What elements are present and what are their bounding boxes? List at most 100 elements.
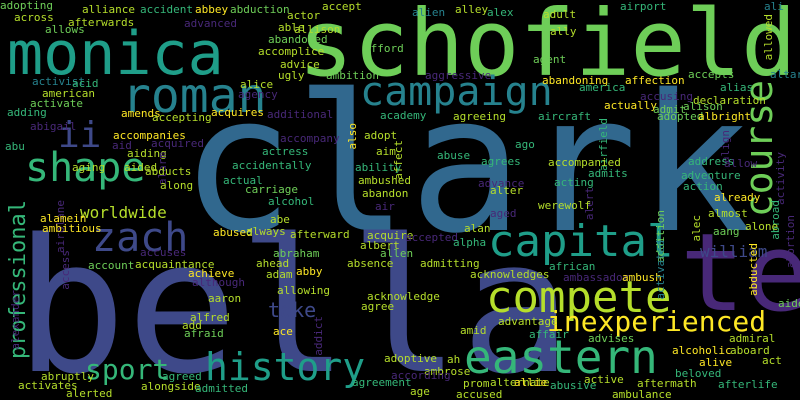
- word-action: action: [683, 180, 723, 193]
- word-african: african: [549, 260, 596, 273]
- word-campaign: campaign: [360, 69, 553, 115]
- word-acting: acting: [554, 176, 594, 189]
- word-already: already: [714, 191, 761, 204]
- word-carriage: carriage: [245, 183, 298, 196]
- word-alive: alive: [699, 356, 733, 369]
- word-acknowledges: acknowledges: [470, 268, 550, 281]
- word-acquire: acquire: [367, 229, 414, 242]
- word-schofield: schofield: [298, 0, 797, 97]
- word-alley: alley: [455, 3, 489, 16]
- word-actress: actress: [262, 145, 309, 158]
- word-agreement: agreement: [352, 376, 412, 389]
- word-allison: allison: [294, 23, 341, 36]
- word-agent: agent: [533, 53, 567, 66]
- word-allen: allen: [380, 247, 414, 260]
- word-abandoning: abandoning: [542, 74, 609, 87]
- word-abandon: abandon: [362, 187, 409, 200]
- word-albright: albright: [698, 110, 751, 123]
- word-activist: activist: [32, 75, 85, 88]
- word-alongside: alongside: [141, 380, 201, 393]
- word-ah: ah: [447, 353, 461, 366]
- word-aftermath: aftermath: [637, 377, 697, 390]
- word-always: always: [246, 225, 286, 238]
- word-also: also: [346, 123, 359, 150]
- word-altar: altar: [770, 68, 800, 81]
- word-advantage: advantage: [498, 315, 558, 328]
- word-according: according: [391, 369, 451, 382]
- word-adopted: adopted: [657, 110, 704, 123]
- word-accept: accept: [322, 0, 362, 13]
- word-monica: monica: [7, 19, 224, 89]
- word-ambassador: ambassador: [563, 271, 630, 284]
- word-academy: academy: [380, 109, 427, 122]
- word-adam: adam: [266, 268, 293, 281]
- word-accused: accused: [456, 388, 503, 400]
- word-abruptly: abruptly: [41, 370, 94, 383]
- word-ugly: ugly: [278, 69, 305, 82]
- word-achieve: achieve: [188, 267, 235, 280]
- word-aiding: aiding: [127, 147, 167, 160]
- word-aid: aid: [112, 139, 132, 152]
- word-william: william: [700, 242, 768, 261]
- word-abduction: abduction: [230, 3, 290, 16]
- word-afterward: afterward: [290, 228, 350, 241]
- word-activated: activated: [654, 240, 667, 300]
- word-adding: adding: [7, 106, 47, 119]
- word-across: across: [14, 11, 54, 24]
- word-ambush: ambush: [622, 271, 662, 284]
- word-acquired: acquired: [151, 137, 204, 150]
- word-afraid: afraid: [184, 327, 224, 340]
- word-aircraft: aircraft: [538, 110, 591, 123]
- word-abuse: abuse: [437, 149, 471, 162]
- word-absence: absence: [347, 257, 394, 270]
- word-bella: bella: [15, 199, 572, 400]
- word-acid: acid: [72, 77, 99, 90]
- word-alter: alter: [490, 184, 524, 197]
- word-agree: agree: [361, 300, 395, 313]
- word-declaration: declaration: [693, 94, 766, 107]
- word-addict: addict: [312, 316, 325, 356]
- word-actual: actual: [223, 174, 263, 187]
- word-allie: allie: [514, 376, 548, 389]
- word-air: air: [375, 200, 395, 213]
- word-alfred: alfred: [190, 311, 230, 324]
- word-aaron: aaron: [208, 292, 242, 305]
- word-beloved: beloved: [675, 367, 722, 380]
- word-aged: aged: [490, 207, 517, 220]
- word-american: american: [42, 87, 95, 100]
- word-accuses: accuses: [140, 246, 187, 259]
- word-ambition: ambition: [326, 69, 379, 82]
- word-advises: advises: [588, 332, 635, 345]
- word-advance: advance: [478, 177, 525, 190]
- word-abigail: abigail: [30, 120, 77, 133]
- word-roman: roman: [122, 68, 267, 124]
- word-allowed: allowed: [762, 14, 775, 61]
- word-alone: alone: [745, 220, 779, 233]
- word-alerted: alerted: [66, 387, 113, 400]
- word-afterlife: afterlife: [718, 378, 778, 391]
- word-activate: activate: [30, 97, 83, 110]
- word-alliance: alliance: [82, 3, 135, 16]
- word-add: add: [182, 319, 202, 332]
- word-adult: adult: [543, 8, 577, 21]
- word-alamein: alamein: [40, 212, 87, 225]
- word-accompanied: accompanied: [548, 156, 621, 169]
- word-accompanies: accompanies: [113, 129, 186, 142]
- word-accomplice: accomplice: [258, 45, 325, 58]
- word-prom: prom: [463, 377, 490, 390]
- word-abu: abu: [5, 140, 25, 153]
- word-eastern: eastern: [464, 330, 658, 384]
- word-almost: almost: [708, 207, 748, 220]
- word-admit: admit: [653, 103, 687, 116]
- word-ago: ago: [515, 138, 535, 151]
- word-alcoholic: alcoholic: [672, 344, 732, 357]
- word-alpha: alpha: [453, 236, 487, 249]
- word-afford: afford: [364, 42, 404, 55]
- word-ambulance: ambulance: [612, 388, 672, 400]
- word-able: able: [278, 21, 305, 34]
- word-adoptive: adoptive: [384, 352, 437, 365]
- word-agrees: agrees: [481, 155, 521, 168]
- word-age: age: [410, 385, 430, 398]
- word-worldwide: worldwide: [80, 203, 167, 222]
- word-airport: airport: [620, 0, 667, 13]
